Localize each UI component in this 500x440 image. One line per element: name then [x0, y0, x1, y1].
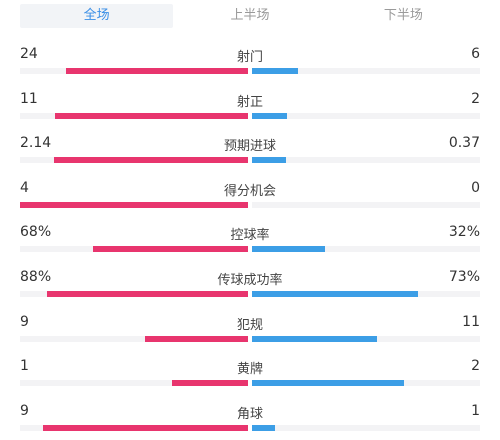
away-value: 6: [471, 46, 480, 62]
home-value: 11: [20, 90, 38, 107]
stat-label: 黄牌: [236, 362, 263, 378]
stat-label: 传球成功率: [217, 272, 283, 288]
home-value: 88%: [20, 268, 52, 285]
away-value: 0: [471, 179, 480, 196]
away-value: 32%: [448, 224, 480, 241]
home-track: [20, 380, 248, 387]
home-bar: [43, 424, 248, 431]
stat-row-expected-goals: 2.14 预期进球 0.37: [0, 123, 500, 168]
away-track: [252, 424, 480, 431]
home-track: [20, 335, 248, 342]
away-track: [252, 201, 480, 208]
stat-row-fouls: 9 犯规 11: [0, 302, 500, 347]
home-bar: [55, 112, 248, 119]
period-tabs: 全场 上半场 下半场: [20, 4, 480, 28]
home-value: 9: [20, 313, 29, 330]
away-bar: [252, 157, 286, 164]
home-track: [20, 201, 248, 208]
away-bar: [252, 112, 287, 119]
stat-row-yellow-cards: 1 黄牌 2: [0, 346, 500, 391]
home-bar: [172, 380, 248, 387]
home-value: 2.14: [20, 135, 52, 152]
away-value: 73%: [448, 268, 480, 285]
stat-row-shots: 24 射门 6: [0, 34, 500, 79]
home-bar: [145, 335, 248, 342]
home-bar: [66, 68, 248, 74]
home-track: [20, 68, 248, 74]
away-bar: [252, 68, 298, 74]
home-value: 1: [20, 358, 29, 375]
home-bar: [47, 290, 248, 297]
away-track: [252, 335, 480, 342]
stat-row-big-chances: 4 得分机会 0: [0, 168, 500, 213]
away-track: [252, 246, 480, 253]
stat-row-possession: 68% 控球率 32%: [0, 212, 500, 257]
home-track: [20, 157, 248, 164]
stat-row-shots-on-target: 11 射正 2: [0, 79, 500, 124]
away-bar: [252, 380, 404, 387]
away-value: 2: [471, 90, 480, 107]
home-track: [20, 290, 248, 297]
stat-label: 控球率: [230, 228, 270, 244]
tab-first-half[interactable]: 上半场: [230, 8, 270, 23]
home-track: [20, 246, 248, 253]
stat-row-corners: 9 角球 1: [0, 391, 500, 436]
home-track: [20, 112, 248, 119]
stat-label: 角球: [236, 406, 263, 422]
away-track: [252, 68, 480, 74]
away-track: [252, 380, 480, 387]
home-bar: [20, 201, 248, 208]
away-bar: [252, 335, 377, 342]
home-bar: [54, 157, 248, 164]
away-track: [252, 157, 480, 164]
stat-label: 射门: [236, 50, 263, 65]
stat-label: 得分机会: [223, 183, 276, 199]
home-bar: [93, 246, 248, 253]
stats-list: 24 射门 6 11 射正 2 2.14 预期进球 0.37 4 得分机会 0 …: [0, 34, 500, 435]
tab-full-match[interactable]: 全场: [20, 4, 174, 28]
away-track: [252, 290, 480, 297]
away-value: 2: [471, 358, 480, 375]
home-value: 9: [20, 402, 29, 419]
stat-row-pass-accuracy: 88% 传球成功率 73%: [0, 257, 500, 302]
tab-second-half[interactable]: 下半场: [383, 8, 423, 23]
home-track: [20, 424, 248, 431]
away-track: [252, 112, 480, 119]
away-bar: [252, 290, 418, 297]
home-value: 68%: [20, 224, 52, 241]
home-value: 4: [20, 179, 29, 196]
stat-label: 预期进球: [223, 139, 276, 155]
away-value: 0.37: [448, 135, 480, 152]
away-bar: [252, 424, 275, 431]
home-value: 24: [20, 46, 38, 62]
away-value: 11: [462, 313, 480, 330]
away-value: 1: [471, 402, 480, 419]
stat-label: 犯规: [236, 317, 263, 333]
away-bar: [252, 246, 325, 253]
stat-label: 射正: [236, 94, 263, 110]
